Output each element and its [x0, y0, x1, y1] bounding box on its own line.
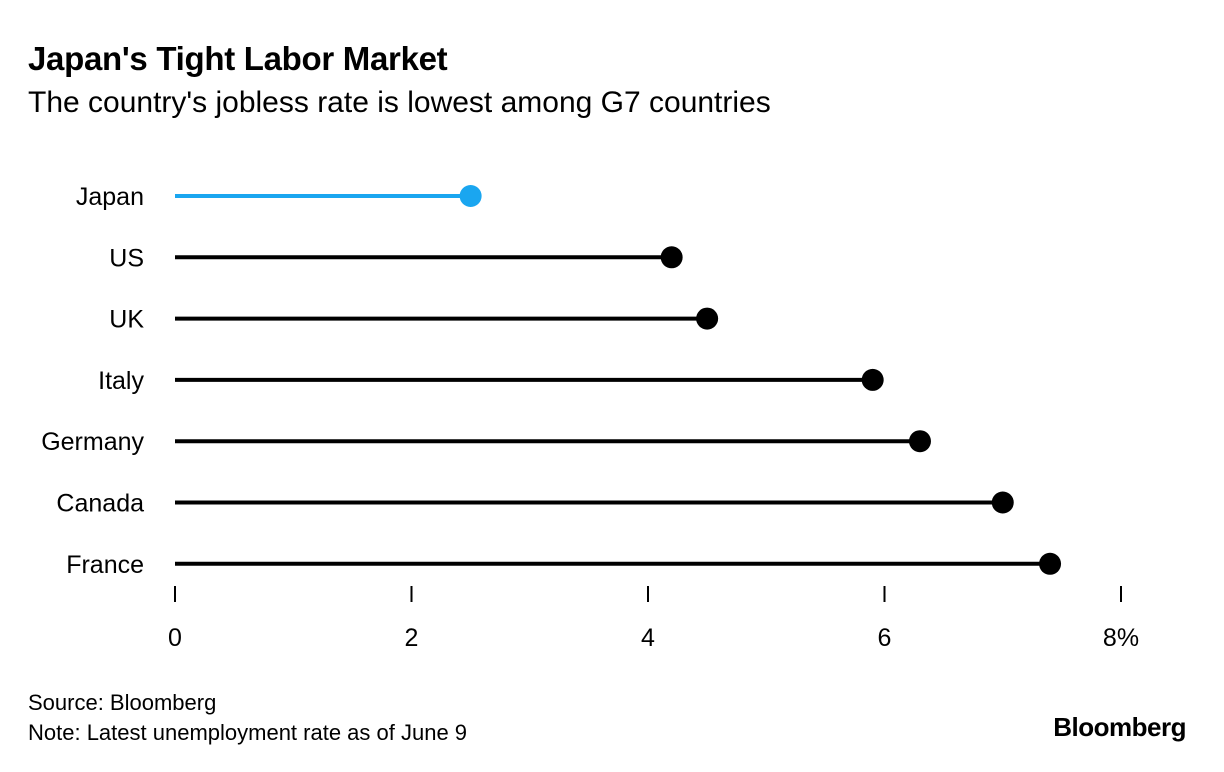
source-note: Source: Bloomberg [28, 690, 217, 715]
footnote: Note: Latest unemployment rate as of Jun… [28, 720, 468, 745]
lollipop-dot-japan [459, 185, 482, 207]
category-label-us: US [109, 244, 144, 272]
chart-subtitle: The country's jobless rate is lowest amo… [28, 86, 771, 119]
category-label-italy: Italy [98, 367, 144, 395]
x-tick-label: 4 [641, 624, 655, 652]
lollipop-dot-us [660, 246, 683, 269]
x-tick-label: 6 [878, 624, 892, 652]
lollipop-dot-france [1039, 552, 1062, 575]
category-label-germany: Germany [41, 428, 144, 456]
lollipop-dot-uk [696, 307, 719, 330]
x-tick-label: 2 [405, 624, 419, 652]
bloomberg-logo: Bloomberg [1053, 712, 1186, 742]
lollipop-dot-italy [861, 368, 884, 391]
lollipop-chart: Japan US UK Italy Germany Canada France 0 2 4 6 8% [41, 183, 1139, 652]
x-tick-label: 8% [1103, 624, 1139, 652]
category-label-canada: Canada [56, 490, 144, 518]
lollipop-dot-canada [991, 491, 1014, 514]
category-label-france: France [66, 551, 144, 579]
lollipop-dot-germany [908, 430, 931, 453]
chart-title: Japan's Tight Labor Market [28, 40, 448, 77]
category-label-japan: Japan [76, 183, 144, 211]
category-label-uk: UK [109, 306, 144, 334]
x-tick-label: 0 [168, 624, 182, 652]
